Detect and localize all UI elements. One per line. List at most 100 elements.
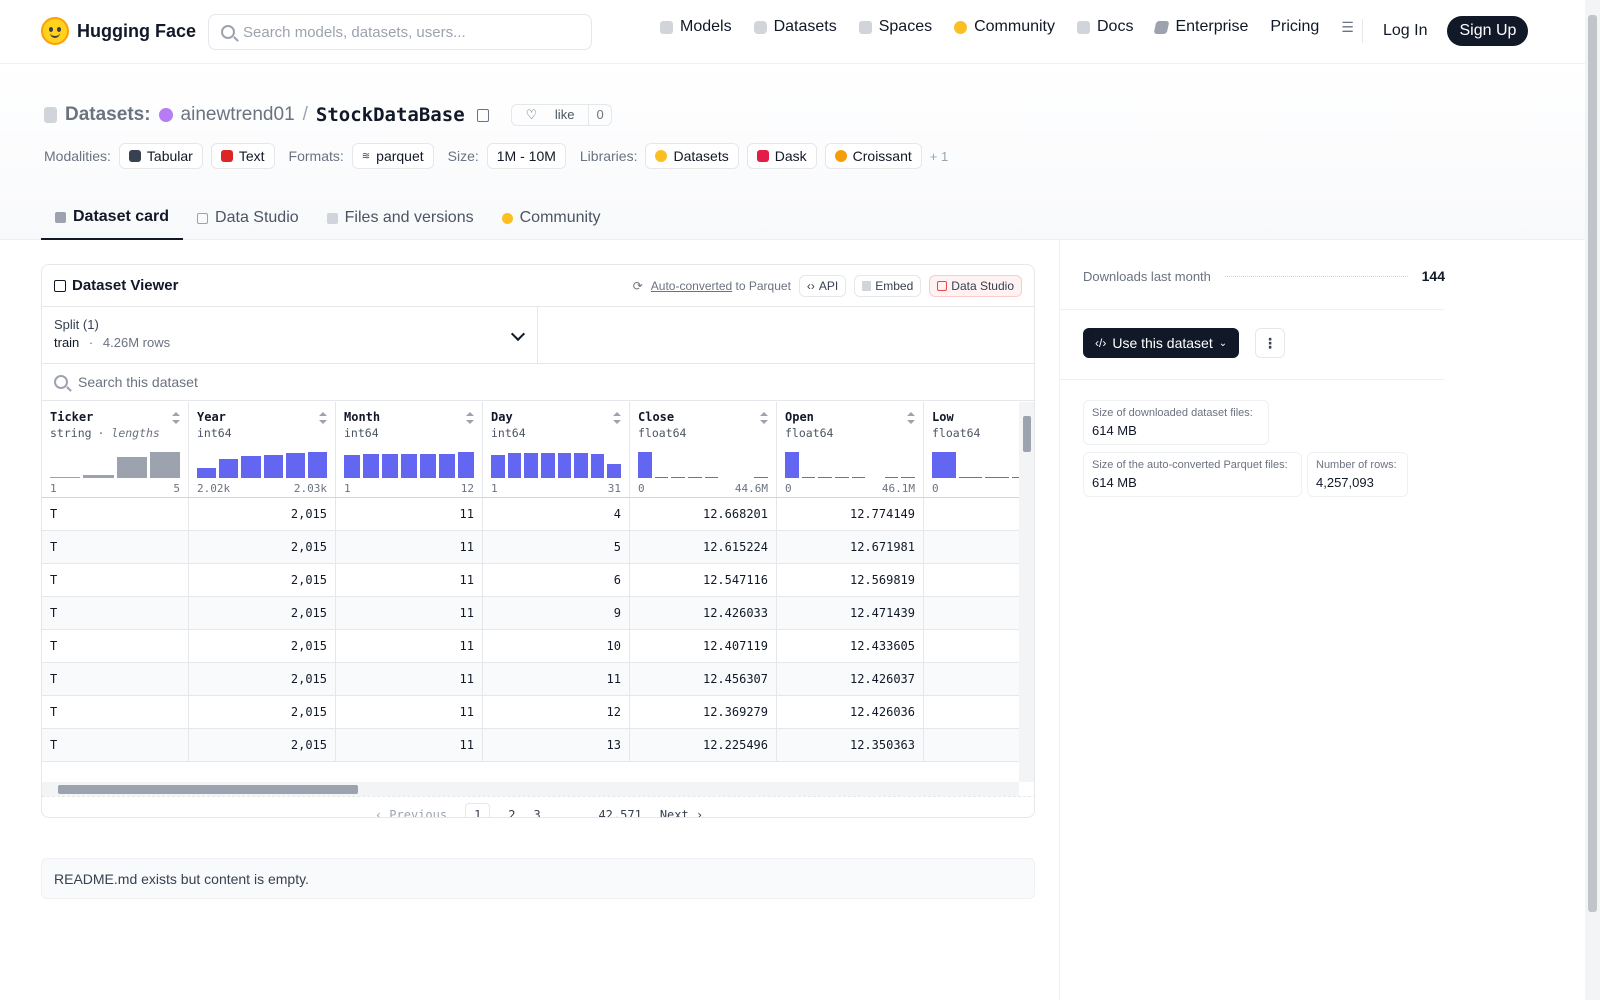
histogram-bar[interactable] bbox=[491, 454, 505, 478]
histogram-bar[interactable] bbox=[401, 453, 417, 478]
tag-parquet[interactable]: ≋ parquet bbox=[351, 143, 434, 169]
column-header[interactable]: Low float64 0 bbox=[924, 402, 1019, 497]
table-cell[interactable]: 12.456307 bbox=[630, 663, 777, 695]
histogram-bar[interactable] bbox=[801, 476, 816, 478]
menu-icon[interactable]: ☰ bbox=[1341, 18, 1354, 35]
tag-tabular[interactable]: Tabular bbox=[118, 143, 203, 169]
table-cell[interactable]: 12 bbox=[483, 696, 630, 728]
tag-croissant[interactable]: Croissant bbox=[824, 143, 922, 169]
table-cell[interactable]: 12. bbox=[924, 564, 1019, 596]
column-header[interactable]: Year int64 2.02k 2.03k bbox=[189, 402, 336, 497]
table-cell[interactable]: 2,015 bbox=[189, 597, 336, 629]
histogram-bar[interactable] bbox=[149, 452, 180, 478]
embed-button[interactable]: Embed bbox=[854, 274, 922, 297]
sort-icon[interactable] bbox=[613, 412, 621, 424]
histogram-bar[interactable] bbox=[884, 476, 899, 478]
table-cell[interactable]: T bbox=[42, 696, 189, 728]
table-cell[interactable]: 12.471439 bbox=[777, 597, 924, 629]
table-cell[interactable]: 12.225496 bbox=[630, 729, 777, 761]
histogram-bar[interactable] bbox=[263, 454, 283, 478]
scroll-thumb[interactable] bbox=[1588, 15, 1597, 912]
table-cell[interactable]: 2,015 bbox=[189, 564, 336, 596]
histogram-bar[interactable] bbox=[420, 453, 436, 478]
table-cell[interactable]: 12.569819 bbox=[777, 564, 924, 596]
sort-icon[interactable] bbox=[907, 412, 915, 424]
auto-converted-link[interactable]: Auto-converted to Parquet bbox=[651, 279, 791, 293]
nav-item-community[interactable]: Community bbox=[954, 18, 1055, 36]
column-header[interactable]: Ticker string · lengths 1 5 bbox=[42, 402, 189, 497]
table-vertical-scrollbar[interactable] bbox=[1019, 402, 1034, 782]
histogram-bar[interactable] bbox=[50, 476, 81, 478]
page-vertical-scrollbar[interactable] bbox=[1585, 0, 1600, 1000]
table-cell[interactable]: 13 bbox=[483, 729, 630, 761]
table-cell[interactable]: 11 bbox=[336, 531, 483, 563]
table-cell[interactable]: 11 bbox=[336, 498, 483, 530]
histogram-bar[interactable] bbox=[932, 452, 956, 478]
histogram-bar[interactable] bbox=[285, 453, 305, 478]
histogram-bar[interactable] bbox=[1011, 476, 1019, 478]
data-studio-button[interactable]: Data Studio bbox=[929, 274, 1022, 297]
tag-dask[interactable]: Dask bbox=[746, 143, 817, 169]
login-link[interactable]: Log In bbox=[1383, 22, 1428, 39]
more-libraries[interactable]: + 1 bbox=[929, 148, 949, 164]
table-cell[interactable]: 12. bbox=[924, 729, 1019, 761]
nav-item-spaces[interactable]: Spaces bbox=[858, 18, 932, 36]
nav-item-datasets[interactable]: Datasets bbox=[753, 18, 837, 36]
histogram-bar[interactable] bbox=[901, 476, 915, 478]
table-cell[interactable]: 10 bbox=[483, 630, 630, 662]
histogram-bar[interactable] bbox=[985, 476, 1009, 478]
histogram-bar[interactable] bbox=[540, 452, 555, 478]
page-last[interactable]: 42,571 bbox=[598, 807, 642, 818]
histogram-bar[interactable] bbox=[638, 452, 652, 478]
signup-button[interactable]: Sign Up bbox=[1447, 16, 1529, 46]
table-cell[interactable]: 12. bbox=[924, 498, 1019, 530]
table-cell[interactable]: 12.407119 bbox=[630, 630, 777, 662]
copy-icon[interactable] bbox=[476, 108, 489, 122]
histogram-bar[interactable] bbox=[704, 476, 719, 478]
histogram-bar[interactable] bbox=[590, 453, 605, 478]
table-cell[interactable]: 2,015 bbox=[189, 630, 336, 662]
histogram-bar[interactable] bbox=[574, 453, 588, 478]
table-cell[interactable]: 4 bbox=[483, 498, 630, 530]
table-cell[interactable]: 9 bbox=[483, 597, 630, 629]
table-cell[interactable]: 11 bbox=[483, 663, 630, 695]
histogram-bar[interactable] bbox=[834, 476, 849, 478]
histogram-bar[interactable] bbox=[524, 452, 538, 478]
histogram-bar[interactable] bbox=[754, 476, 768, 478]
histogram-bar[interactable] bbox=[197, 467, 217, 478]
use-this-dataset-button[interactable]: ‹/› Use this dataset ⌄ bbox=[1083, 328, 1240, 358]
table-cell[interactable]: 11 bbox=[336, 564, 483, 596]
histogram-bar[interactable] bbox=[83, 475, 114, 478]
column-header[interactable]: Close float64 0 44.6M bbox=[630, 402, 777, 497]
table-cell[interactable]: 2,015 bbox=[189, 498, 336, 530]
tab-dataset-card[interactable]: Dataset card bbox=[41, 196, 184, 240]
table-cell[interactable]: 2,015 bbox=[189, 729, 336, 761]
table-cell[interactable]: T bbox=[42, 597, 189, 629]
nav-item-docs[interactable]: Docs bbox=[1077, 18, 1133, 36]
tag-size[interactable]: 1M - 10M bbox=[486, 143, 566, 169]
table-cell[interactable]: 11 bbox=[336, 630, 483, 662]
histogram-bar[interactable] bbox=[116, 457, 147, 478]
table-cell[interactable]: T bbox=[42, 564, 189, 596]
table-cell[interactable]: 12. bbox=[924, 663, 1019, 695]
table-cell[interactable]: 12. bbox=[924, 630, 1019, 662]
table-cell[interactable]: 12.433605 bbox=[777, 630, 924, 662]
scroll-thumb[interactable] bbox=[58, 785, 358, 794]
histogram-bar[interactable] bbox=[785, 452, 799, 478]
page-2[interactable]: 2 bbox=[508, 807, 516, 818]
page-1[interactable]: 1 bbox=[465, 802, 491, 817]
histogram-bar[interactable] bbox=[382, 454, 398, 478]
histogram-bar[interactable] bbox=[241, 455, 261, 478]
table-cell[interactable]: 12.426037 bbox=[777, 663, 924, 695]
table-cell[interactable]: 2,015 bbox=[189, 696, 336, 728]
api-button[interactable]: ‹› API bbox=[798, 274, 847, 297]
table-cell[interactable]: 5 bbox=[483, 531, 630, 563]
